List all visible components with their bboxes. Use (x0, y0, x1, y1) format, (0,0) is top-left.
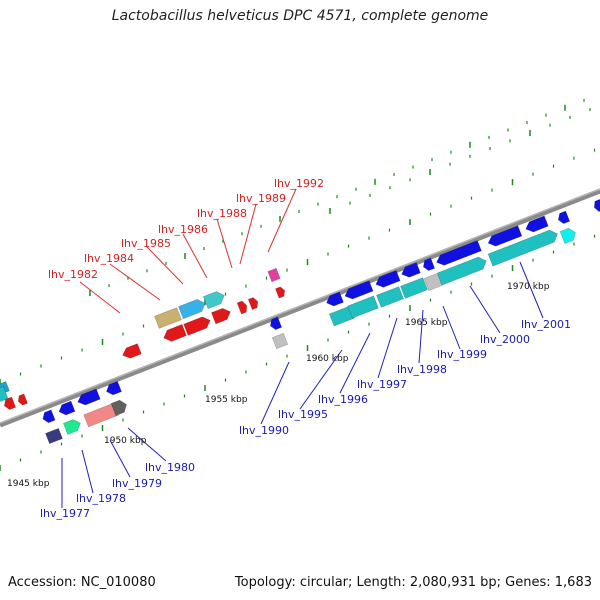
gene-arrow[interactable] (376, 286, 404, 308)
gene-arrow[interactable] (423, 273, 443, 291)
genome-backbone-highlight (0, 188, 600, 424)
gene-arrow[interactable] (486, 225, 523, 249)
gene-arrow[interactable] (329, 305, 355, 327)
gene-arrow[interactable] (104, 380, 122, 396)
gene-arrow[interactable] (271, 332, 289, 350)
gene-arrow[interactable] (435, 240, 482, 268)
gene-arrow[interactable] (183, 315, 213, 336)
gene-arrow[interactable] (83, 402, 119, 428)
gene-arrow[interactable] (374, 270, 401, 290)
gene-label-lhv-1986[interactable]: lhv_1986 (158, 223, 208, 236)
bottom-leader-lines (61, 261, 544, 508)
gene-arrow[interactable] (400, 277, 428, 299)
genome-info-text: Topology: circular; Length: 2,080,931 bp… (234, 575, 592, 590)
gene-arrow[interactable] (325, 291, 344, 308)
gene-label-lhv-1996[interactable]: lhv_1996 (318, 393, 368, 406)
gene-arrow[interactable] (343, 280, 374, 301)
gene-label-lhv-1978[interactable]: lhv_1978 (76, 492, 126, 505)
gene-label-lhv-1990[interactable]: lhv_1990 (239, 424, 289, 437)
gene-arrow[interactable] (121, 343, 142, 361)
gene-label-lhv-1992[interactable]: lhv_1992 (274, 177, 324, 190)
gene-label-lhv-1997[interactable]: lhv_1997 (357, 378, 407, 391)
gene-arrow[interactable] (275, 286, 286, 299)
gene-label-lhv-1980[interactable]: lhv_1980 (145, 461, 195, 474)
gene-arrow[interactable] (421, 257, 436, 272)
kbp-label: 1955 kbp (205, 395, 248, 405)
gene-arrow[interactable] (162, 324, 187, 343)
gene-arrow[interactable] (0, 386, 9, 402)
gene-label-lhv-1984[interactable]: lhv_1984 (84, 252, 134, 265)
gene-label-lhv-1998[interactable]: lhv_1998 (397, 363, 447, 376)
gene-arrow[interactable] (16, 393, 28, 406)
gene-label-lhv-1999[interactable]: lhv_1999 (437, 348, 487, 361)
map-title: Lactobacillus helveticus DPC 4571, compl… (111, 8, 489, 24)
gene-label-lhv-1982[interactable]: lhv_1982 (48, 268, 98, 281)
gene-label-lhv-1979[interactable]: lhv_1979 (112, 477, 162, 490)
gene-label-lhv-1995[interactable]: lhv_1995 (278, 408, 328, 421)
gene-arrow[interactable] (524, 215, 549, 234)
genome-backbone (0, 188, 600, 428)
gene-arrow[interactable] (436, 255, 488, 286)
gene-label-lhv-1989[interactable]: lhv_1989 (236, 192, 286, 205)
kbp-label: 1950 kbp (104, 436, 147, 446)
gene-arrow[interactable] (236, 300, 249, 315)
gene-arrow[interactable] (57, 400, 76, 417)
kbp-label: 1965 kbp (405, 318, 448, 328)
gene-label-lhv-2001[interactable]: lhv_2001 (521, 318, 571, 331)
gene-arrow[interactable] (268, 316, 283, 331)
gene-label-lhv-1988[interactable]: lhv_1988 (197, 207, 247, 220)
accession-text: Accession: NC_010080 (8, 575, 156, 590)
gene-arrow[interactable] (267, 267, 281, 283)
gene-label-lhv-1985[interactable]: lhv_1985 (121, 237, 171, 250)
gene-arrow[interactable] (178, 297, 208, 320)
gene-arrow[interactable] (110, 398, 129, 416)
gene-arrow[interactable] (559, 226, 578, 244)
gene-arrow[interactable] (247, 296, 259, 310)
gene-arrow[interactable] (400, 262, 421, 280)
gene-arrow[interactable] (202, 289, 226, 310)
gene-arrow[interactable] (154, 307, 182, 329)
gene-features[interactable] (0, 199, 600, 445)
gene-arrow[interactable] (76, 388, 101, 407)
gene-arrow[interactable] (62, 418, 82, 435)
gene-arrow[interactable] (211, 306, 232, 325)
gene-label-lhv-1977[interactable]: lhv_1977 (40, 507, 90, 520)
top-leader-lines (79, 188, 297, 314)
gene-arrow[interactable] (487, 228, 560, 267)
gene-arrow[interactable] (45, 427, 63, 445)
kbp-label: 1960 kbp (306, 354, 349, 364)
gene-arrow[interactable] (556, 210, 571, 225)
gene-label-lhv-2000[interactable]: lhv_2000 (480, 333, 530, 346)
gene-arrow[interactable] (347, 295, 379, 319)
kbp-label: 1945 kbp (7, 479, 50, 489)
gene-arrow[interactable] (592, 199, 600, 212)
kbp-label: 1970 kbp (507, 282, 550, 292)
gene-arrow[interactable] (41, 409, 56, 424)
